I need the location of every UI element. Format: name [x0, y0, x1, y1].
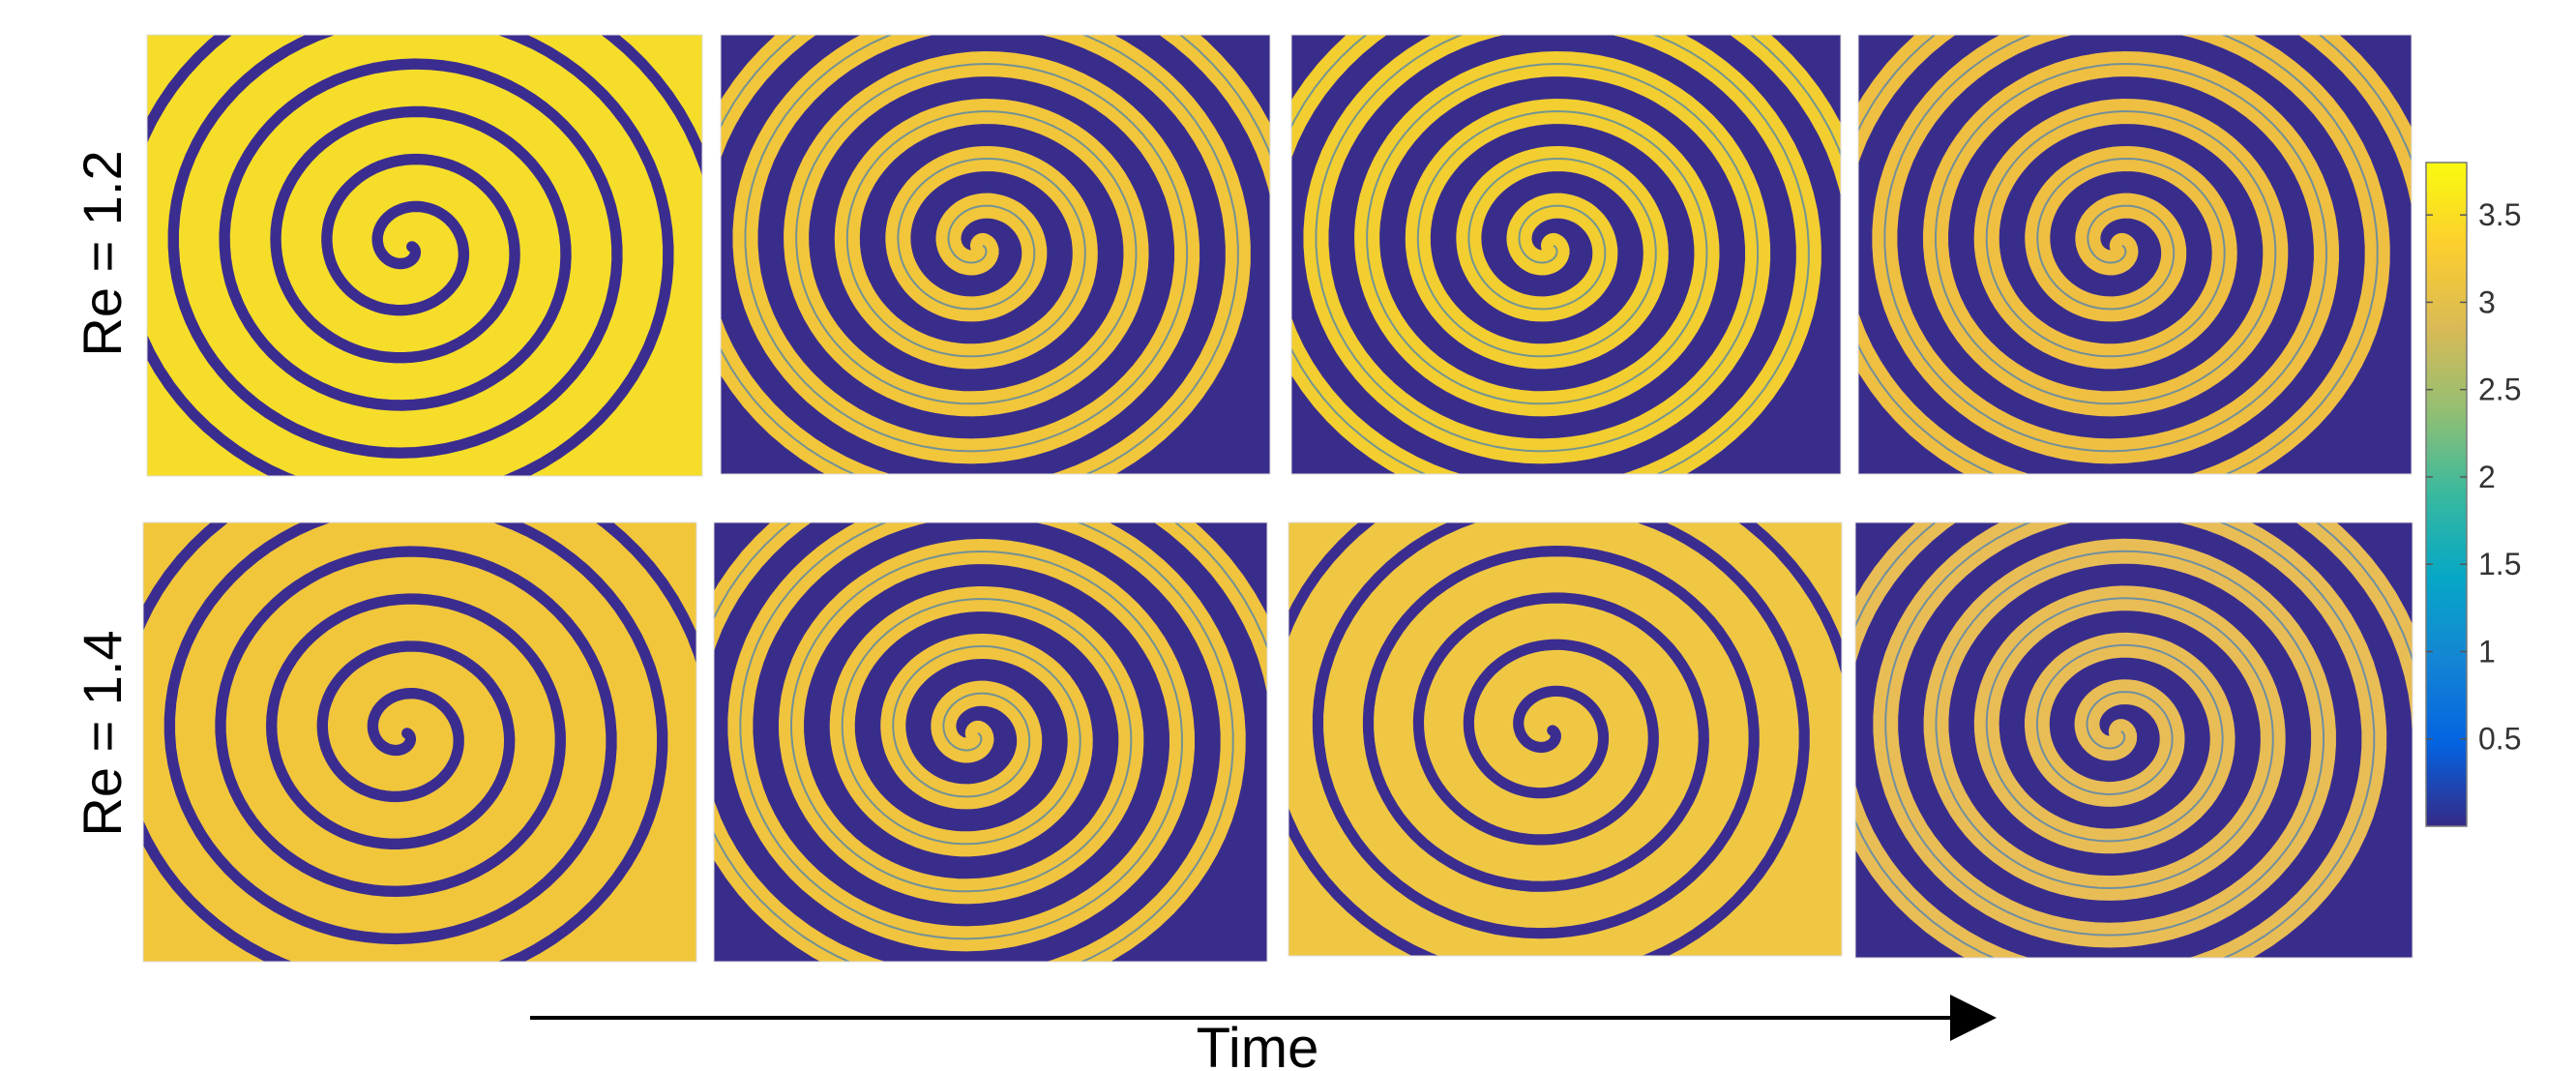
- colorbar-tick-label: 3: [2478, 284, 2496, 319]
- panel-border: [713, 521, 1268, 963]
- spiral-edge: [1858, 35, 2412, 474]
- panel-border: [1288, 521, 1843, 957]
- colorbar-tick-label: 0.5: [2478, 722, 2521, 757]
- spiral-panel: [720, 34, 1271, 475]
- colorbar-body: [2425, 162, 2468, 827]
- colorbar-tick-label: 1.5: [2478, 547, 2521, 581]
- panel-border: [1854, 521, 2413, 959]
- colorbar: 3.5 3 2.5 2 1.5 1 0.5: [2425, 162, 2521, 827]
- time-label: Time: [1197, 1017, 1319, 1071]
- panel-border: [1857, 34, 2413, 475]
- row-label-re-1-4: Re = 1.4: [72, 630, 133, 836]
- spiral-edge: [1855, 522, 2413, 958]
- panel-border: [146, 34, 703, 477]
- spiral-edge: [721, 35, 1270, 474]
- spiral-arm: [1288, 522, 1842, 956]
- colorbar-ticks: 3.5 3 2.5 2 1.5 1 0.5: [2426, 197, 2521, 757]
- spiral-panel: [713, 521, 1268, 963]
- spiral-panel: [1857, 34, 2413, 475]
- colorbar-tick-label: 3.5: [2478, 197, 2521, 232]
- spiral-panel: [1290, 34, 1842, 475]
- spiral-panel: [1854, 521, 2413, 959]
- panel-border: [142, 521, 697, 963]
- colorbar-tick-label: 2.5: [2478, 372, 2521, 407]
- time-axis: Time: [530, 995, 1997, 1071]
- colorbar-tick-label: 2: [2478, 460, 2496, 494]
- panel-grid: [142, 34, 2413, 963]
- colorbar-tick-label: 1: [2478, 634, 2496, 669]
- spiral-edge: [714, 522, 1267, 962]
- spiral-panel: [1288, 521, 1843, 957]
- spiral-arm: [143, 522, 696, 962]
- panel-border: [1290, 34, 1842, 475]
- row-label-re-1-2: Re = 1.2: [72, 150, 133, 356]
- spiral-edge: [1291, 35, 1841, 474]
- spiral-panel: [142, 521, 697, 963]
- panel-border: [720, 34, 1271, 475]
- spiral-panel: [146, 34, 703, 477]
- spiral-arm: [147, 35, 702, 476]
